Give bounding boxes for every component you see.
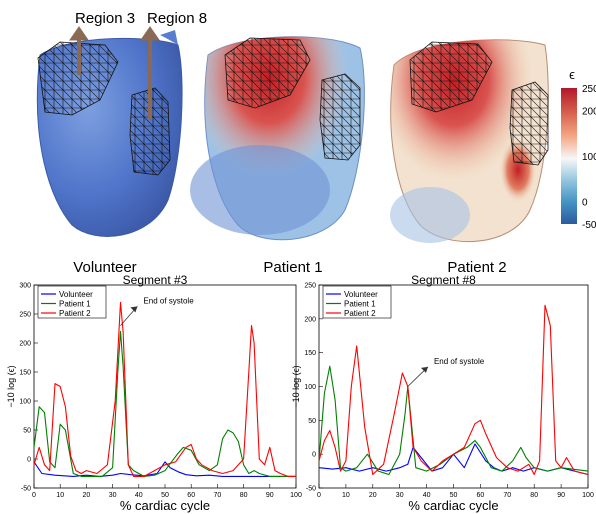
- annotation-arrowhead: [130, 306, 138, 313]
- plot-segment-3: 0 10 20 30 40 50 60 70 80 90 100-50050100150200250…: [6, 273, 302, 513]
- y-tick-label: 200: [19, 341, 31, 348]
- y-tick-label: 100: [19, 399, 31, 406]
- series-line-patient-1: [33, 330, 296, 477]
- x-tick-label: 90: [266, 492, 274, 499]
- colorbar-tick-label: -50: [582, 220, 596, 231]
- plot-segment-8: 0 10 20 30 40 50 60 70 80 90 100-50050100150200250…: [291, 273, 594, 513]
- y-axis-label: −10 log (ϵ): [6, 365, 16, 407]
- x-tick-label: 60: [477, 492, 485, 499]
- heart-label-patient-2: Patient 2: [447, 259, 506, 276]
- x-axis-label: % cardiac cycle: [120, 498, 210, 513]
- colorbar-tick-label: 250: [582, 84, 596, 95]
- x-tick-label: 80: [530, 492, 538, 499]
- colorbar-ticks: 250 200 100 0 -50: [582, 84, 596, 231]
- series-line-patient-1: [318, 365, 589, 476]
- x-tick-label: 100: [290, 492, 302, 499]
- legend-label: Patient 1: [344, 300, 376, 309]
- mesh-region-3: [37, 41, 119, 116]
- x-tick-label: 50: [161, 492, 169, 499]
- x-tick-label: 20: [83, 492, 91, 499]
- heart-volunteer: [36, 30, 183, 237]
- y-tick-label: 200: [304, 316, 316, 323]
- x-tick-label: 80: [240, 492, 248, 499]
- x-tick-label: 20: [369, 492, 377, 499]
- legend-label: Volunteer: [59, 290, 93, 299]
- x-tick-label: 30: [396, 492, 404, 499]
- colorbar-tick-label: 100: [582, 152, 596, 163]
- x-tick-label: 70: [503, 492, 511, 499]
- mesh-region-8: [129, 87, 171, 176]
- region-8-label: Region 8: [147, 10, 207, 27]
- colorbar-tick-label: 200: [582, 107, 596, 118]
- y-tick-label: 150: [19, 370, 31, 377]
- x-axis-label: % cardiac cycle: [408, 498, 498, 513]
- heart-patient-2: [390, 39, 549, 243]
- x-tick-label: 0: [32, 492, 36, 499]
- y-tick-label: 50: [308, 418, 316, 425]
- heart-label-patient-1: Patient 1: [263, 259, 322, 276]
- y-tick-label: 0: [312, 452, 316, 459]
- colorbar-tick-label: 0: [582, 197, 588, 208]
- colorbar: [561, 88, 577, 224]
- heart-patient-1: [190, 36, 365, 241]
- y-tick-label: 50: [23, 428, 31, 435]
- plot-title: Segment #3: [123, 273, 188, 287]
- region-3-label: Region 3: [75, 10, 135, 27]
- annotation-text: End of systole: [434, 357, 485, 366]
- y-tick-label: 150: [304, 350, 316, 357]
- x-tick-label: 40: [423, 492, 431, 499]
- x-tick-label: 60: [187, 492, 195, 499]
- colorbar-gradient: [561, 88, 577, 224]
- x-tick-label: 100: [582, 492, 594, 499]
- y-tick-label: 300: [19, 283, 31, 290]
- legend-label: Patient 1: [59, 300, 91, 309]
- x-tick-label: 90: [557, 492, 565, 499]
- colorbar-symbol: ϵ: [569, 67, 575, 82]
- annotation-arrowhead: [420, 366, 428, 373]
- series-line-volunteer: [318, 443, 589, 476]
- region-arrows: [69, 26, 160, 120]
- x-tick-label: 0: [317, 492, 321, 499]
- series-line-patient-2: [33, 301, 296, 477]
- annotation-text: End of systole: [143, 296, 194, 305]
- series-line-volunteer: [33, 461, 296, 477]
- plot-title: Segment #8: [411, 273, 476, 287]
- x-tick-label: 30: [109, 492, 117, 499]
- x-tick-label: 50: [450, 492, 458, 499]
- y-tick-label: 250: [304, 283, 316, 290]
- heart-label-volunteer: Volunteer: [73, 259, 136, 276]
- legend-label: Patient 2: [344, 309, 376, 318]
- y-tick-label: 250: [19, 312, 31, 319]
- legend-label: Patient 2: [59, 309, 91, 318]
- legend-label: Volunteer: [344, 290, 378, 299]
- x-tick-label: 70: [214, 492, 222, 499]
- y-tick-label: -50: [306, 486, 316, 493]
- y-tick-label: 100: [304, 384, 316, 391]
- x-tick-label: 10: [56, 492, 64, 499]
- x-tick-label: 10: [342, 492, 350, 499]
- x-tick-label: 40: [135, 492, 143, 499]
- series-line-patient-2: [318, 304, 589, 476]
- y-axis-label: −10 log (ϵ): [291, 365, 301, 407]
- y-tick-label: -50: [21, 486, 31, 493]
- y-tick-label: 0: [27, 457, 31, 464]
